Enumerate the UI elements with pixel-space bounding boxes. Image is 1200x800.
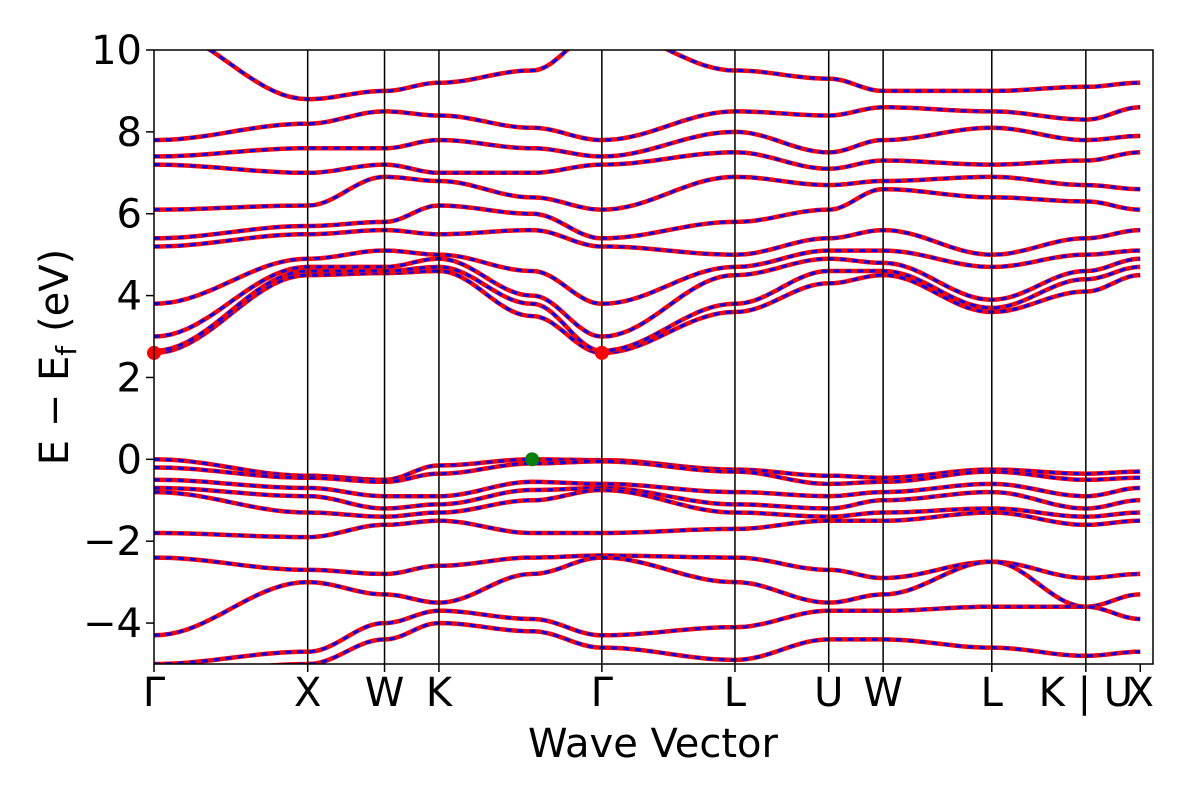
x-tick-label-3: K — [426, 670, 454, 716]
x-tick-label-4: Γ — [591, 670, 614, 716]
band-spin-down-6 — [154, 554, 1141, 580]
y-tick-label-1: −2 — [83, 519, 142, 565]
band-spin-down-13 — [154, 249, 1141, 306]
band-spin-down-18 — [154, 126, 1141, 158]
kpoint-lines — [306, 50, 1087, 664]
band-spin-down-16 — [154, 175, 1141, 212]
band-spin-down-4 — [154, 488, 1141, 519]
x-tick-label-7: W — [863, 670, 903, 716]
y-axis-label-unit: (eV) — [32, 249, 78, 332]
x-tick-label-2: W — [365, 670, 405, 716]
y-tick-label-3: 2 — [117, 355, 142, 401]
y-tick-label-7: 10 — [91, 28, 142, 74]
vbm-marker — [525, 452, 540, 467]
y-axis-label-main: E − E — [32, 356, 78, 466]
bands-layer — [154, 50, 1141, 664]
band-spin-down-3 — [154, 486, 1141, 511]
y-axis-label-subscript: f — [50, 345, 83, 356]
band-spin-down-2 — [154, 478, 1141, 498]
band-spin-down-14 — [154, 228, 1141, 257]
band-spin-down-15 — [154, 187, 1141, 240]
plot-frame — [153, 49, 1154, 665]
x-tick-label-1: X — [294, 670, 321, 716]
band-spin-down-1 — [154, 459, 1141, 486]
y-tick-label-5: 6 — [117, 192, 142, 238]
band-spin-down-17 — [154, 150, 1141, 175]
x-tick-label-6: U — [814, 670, 843, 716]
band-spin-down-8 — [154, 605, 1141, 664]
x-tick-label-9: K | U — [1039, 670, 1133, 716]
y-axis-label: E − Ef (eV) — [32, 249, 83, 466]
y-axis-ticks: −4 −2 0 2 4 6 8 10 — [83, 28, 154, 647]
x-tick-label-8: L — [981, 670, 1004, 716]
y-tick-label-0: −4 — [83, 601, 142, 647]
x-tick-label-5: L — [724, 670, 747, 716]
band-spin-up-20 — [205, 50, 1141, 102]
band-spin-down-11 — [154, 265, 1141, 353]
y-tick-label-2: 0 — [117, 437, 142, 483]
y-tick-label-6: 8 — [117, 110, 142, 156]
band-spin-down-9 — [272, 621, 1141, 664]
y-tick-label-4: 4 — [117, 274, 142, 320]
band-spin-down-7 — [154, 556, 1141, 637]
x-tick-label-0: Γ — [143, 670, 166, 716]
band-spin-down-5 — [154, 510, 1141, 539]
band-spin-down-19 — [154, 105, 1141, 142]
x-axis-label: Wave Vector — [528, 721, 779, 767]
band-spin-up-12 — [154, 256, 1141, 339]
x-tick-label-10: X — [1127, 670, 1154, 716]
cbm-marker-1 — [594, 345, 609, 360]
extrema-markers — [147, 345, 609, 467]
